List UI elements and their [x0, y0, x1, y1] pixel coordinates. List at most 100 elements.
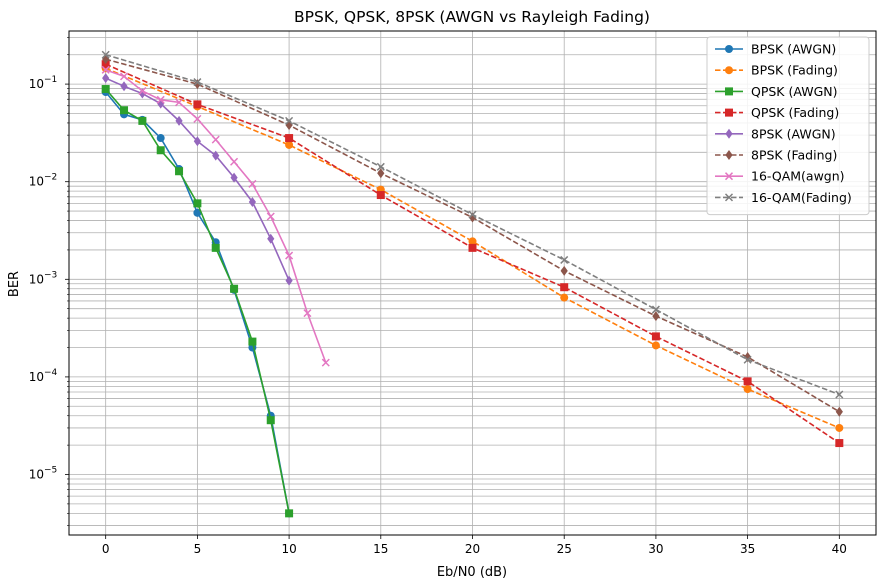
- series: [102, 54, 843, 417]
- data-point: [285, 140, 294, 149]
- data-point: [743, 377, 752, 386]
- y-axis-label: BER: [7, 271, 22, 297]
- data-point: [560, 265, 568, 276]
- legend-item: BPSK (Fading): [715, 63, 838, 78]
- chart-title: BPSK, QPSK, 8PSK (AWGN vs Rayleigh Fadin…: [294, 8, 650, 26]
- data-point: [248, 179, 257, 188]
- data-point: [560, 293, 569, 302]
- data-point: [101, 85, 110, 94]
- legend-label: 16-QAM(Fading): [751, 190, 852, 205]
- x-tick-label: 35: [740, 542, 755, 556]
- legend-label: 8PSK (AWGN): [751, 126, 836, 141]
- x-tick-label: 15: [373, 542, 388, 556]
- data-point: [193, 136, 201, 147]
- data-point: [120, 81, 128, 92]
- legend-box: [706, 36, 870, 216]
- data-point: [101, 65, 110, 74]
- x-tick-label: 0: [102, 542, 110, 556]
- data-point: [285, 120, 293, 131]
- data-point: [725, 66, 733, 75]
- data-point: [376, 191, 385, 200]
- data-point: [102, 73, 110, 84]
- data-point: [468, 210, 477, 219]
- data-point: [835, 423, 844, 432]
- data-point: [211, 243, 220, 252]
- legend-item: BPSK (AWGN): [715, 42, 836, 57]
- data-point: [725, 108, 733, 117]
- series: [101, 50, 844, 399]
- data-point: [724, 193, 734, 202]
- data-point: [652, 311, 660, 322]
- legend-item: 8PSK (AWGN): [715, 126, 836, 141]
- series: [101, 65, 330, 367]
- series-line: [105, 67, 840, 429]
- data-point: [560, 283, 569, 292]
- data-point: [835, 439, 844, 448]
- data-point: [175, 115, 183, 126]
- data-point: [285, 275, 293, 286]
- data-point: [651, 305, 660, 314]
- data-point: [285, 251, 294, 260]
- series: [102, 73, 293, 286]
- data-point: [101, 50, 110, 59]
- data-point: [285, 134, 294, 143]
- data-point: [468, 243, 477, 252]
- series-layer: [101, 50, 844, 518]
- data-point: [211, 135, 220, 144]
- data-point: [377, 168, 385, 179]
- data-point: [230, 284, 239, 293]
- x-tick-label: 20: [465, 542, 480, 556]
- legend-label: BPSK (Fading): [751, 63, 838, 78]
- x-tick-label: 10: [281, 542, 296, 556]
- data-point: [156, 146, 165, 155]
- data-point: [303, 309, 312, 318]
- x-axis: 0 5 10 15 20 25 30 35 40: [102, 535, 847, 556]
- legend-item: 16-QAM(Fading): [715, 190, 852, 205]
- data-point: [138, 116, 147, 125]
- x-tick-label: 40: [832, 542, 847, 556]
- data-point: [376, 162, 385, 171]
- data-point: [230, 172, 238, 183]
- data-point: [725, 150, 733, 160]
- data-point: [725, 87, 733, 96]
- data-point: [560, 255, 569, 264]
- x-tick-label: 25: [557, 542, 572, 556]
- data-point: [724, 172, 734, 181]
- legend-item: 8PSK (Fading): [715, 148, 837, 163]
- data-point: [120, 106, 129, 115]
- legend-item: QPSK (Fading): [715, 105, 839, 120]
- data-point: [193, 199, 202, 208]
- data-point: [212, 150, 220, 161]
- data-point: [285, 116, 294, 125]
- data-point: [248, 337, 257, 346]
- data-point: [835, 390, 844, 399]
- data-point: [193, 78, 202, 87]
- data-point: [743, 385, 752, 394]
- legend-label: QPSK (AWGN): [751, 84, 838, 99]
- data-point: [193, 208, 202, 217]
- data-point: [193, 100, 202, 109]
- data-point: [266, 416, 275, 425]
- data-point: [138, 86, 147, 96]
- data-point: [285, 509, 294, 518]
- data-point: [248, 196, 257, 207]
- data-point: [156, 134, 165, 143]
- legend-label: 16-QAM(awgn): [751, 169, 845, 184]
- data-point: [725, 45, 733, 53]
- data-point: [651, 341, 660, 350]
- legend-item: QPSK (AWGN): [715, 84, 838, 99]
- x-axis-label: Eb/N0 (dB): [437, 565, 507, 580]
- data-point: [743, 355, 752, 364]
- data-point: [651, 332, 660, 341]
- series: [101, 85, 294, 518]
- data-point: [156, 95, 165, 104]
- data-point: [193, 114, 202, 123]
- legend-item: 16-QAM(awgn): [715, 169, 845, 184]
- data-point: [744, 351, 752, 362]
- data-point: [266, 212, 275, 221]
- legend-label: QPSK (Fading): [751, 105, 839, 120]
- data-point: [175, 98, 184, 107]
- legend-label: BPSK (AWGN): [751, 42, 836, 57]
- legend-label: 8PSK (Fading): [751, 148, 837, 163]
